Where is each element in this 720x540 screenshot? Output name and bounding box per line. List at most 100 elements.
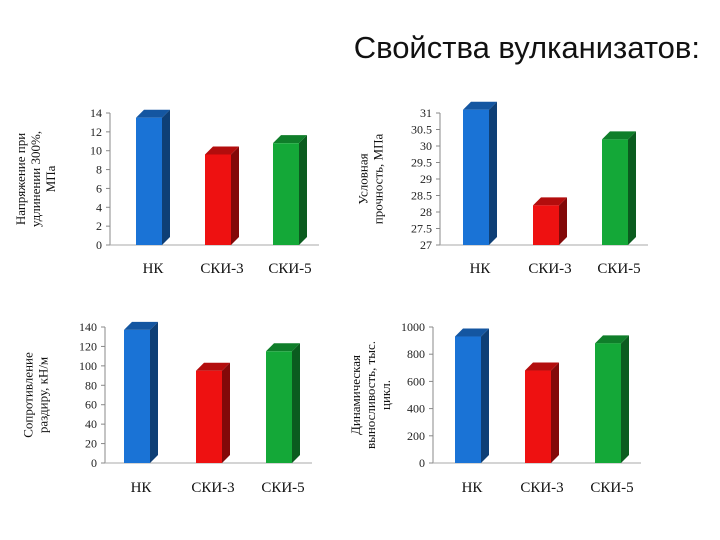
y-axis-label: Сопротивлениераздиру, кН/м <box>21 352 51 438</box>
y-tick-label: 140 <box>79 320 97 334</box>
y-axis-label-line: Условная <box>356 153 371 204</box>
y-tick-label: 27.5 <box>411 222 432 236</box>
y-tick-label: 120 <box>79 339 97 353</box>
bar-top <box>602 131 636 140</box>
y-tick-label: 30 <box>420 139 432 153</box>
y-tick-label: 1000 <box>401 320 425 334</box>
bar-front <box>525 370 551 463</box>
category-label: СКИ-3 <box>520 480 563 496</box>
y-axis-label-line: Напряжение при <box>13 133 28 225</box>
y-axis-label: Динамическаявыносливость, тыс.цикл. <box>348 341 393 449</box>
y-tick-label: 29 <box>420 172 432 186</box>
bar-top <box>196 362 230 371</box>
y-tick-label: 800 <box>407 347 425 361</box>
y-tick-label: 100 <box>79 359 97 373</box>
bar-front <box>273 143 299 245</box>
bar-СКИ-5 <box>595 335 629 463</box>
bar-side <box>150 321 158 463</box>
bar-front <box>196 370 222 463</box>
bar-front <box>602 139 628 245</box>
bar-top <box>266 343 300 352</box>
bar-top <box>595 335 629 344</box>
y-tick-label: 29.5 <box>411 156 432 170</box>
bar-side <box>489 101 497 245</box>
y-tick-label: 10 <box>90 144 102 158</box>
y-tick-label: 20 <box>85 437 97 451</box>
y-axis-label-line: МПа <box>43 165 58 192</box>
bar-side <box>559 197 567 245</box>
y-axis-label-line: раздиру, кН/м <box>36 357 51 433</box>
bar-side <box>222 362 230 463</box>
slide-title: Свойства вулканизатов: <box>353 30 700 65</box>
y-tick-label: 0 <box>419 456 425 470</box>
bar-СКИ-5 <box>273 135 307 245</box>
y-tick-label: 14 <box>90 106 102 120</box>
y-tick-label: 31 <box>420 106 432 120</box>
y-tick-label: 28 <box>420 205 432 219</box>
bar-top <box>136 109 170 118</box>
bar-НК <box>463 101 497 245</box>
y-tick-label: 2 <box>96 219 102 233</box>
category-label: НК <box>131 480 153 496</box>
category-label: СКИ-5 <box>268 261 311 277</box>
bar-side <box>481 328 489 463</box>
chart-tensile-modulus: 0 2 4 6 8 10 12 14 НК СКИ-3 СКИ-5 Напряжение приудл… <box>13 106 319 277</box>
bar-side <box>621 335 629 463</box>
bar-front <box>455 336 481 463</box>
y-axis-label-line: удлинении 300%, <box>28 131 43 227</box>
bar-front <box>136 117 162 245</box>
bar-СКИ-3 <box>525 362 559 463</box>
chart-fatigue-endurance: 0 200 400 600 800 1000 НК СКИ-3 СКИ-5 Динамическа… <box>348 320 641 496</box>
y-tick-label: 60 <box>85 398 97 412</box>
category-label: СКИ-3 <box>200 261 243 277</box>
y-tick-label: 200 <box>407 429 425 443</box>
bar-НК <box>136 109 170 245</box>
bar-СКИ-5 <box>602 131 636 245</box>
y-tick-label: 27 <box>420 238 432 252</box>
chart-tear-resistance: 0 20 40 60 80 100 120 140 НК СКИ-3 СКИ-5 Сопротивле… <box>21 320 312 496</box>
y-tick-label: 8 <box>96 163 102 177</box>
bar-НК <box>124 321 158 463</box>
bar-СКИ-3 <box>205 146 239 245</box>
bar-top <box>525 362 559 371</box>
y-tick-label: 80 <box>85 378 97 392</box>
y-tick-label: 0 <box>91 456 97 470</box>
bar-top <box>124 321 158 330</box>
y-axis-label: Условнаяпрочность, МПа <box>356 134 386 225</box>
y-tick-label: 0 <box>96 238 102 252</box>
y-axis-label-line: Динамическая <box>348 355 363 435</box>
category-label: СКИ-5 <box>597 261 640 277</box>
bar-top <box>533 197 567 206</box>
bar-НК <box>455 328 489 463</box>
y-axis-label: Напряжение приудлинении 300%,МПа <box>13 131 58 227</box>
y-tick-label: 12 <box>90 125 102 139</box>
bar-side <box>292 343 300 463</box>
y-tick-label: 30.5 <box>411 123 432 137</box>
bar-front <box>205 154 231 245</box>
chart-tensile-strength: 27 27.5 28 28.5 29 29.5 30 30.5 31 НК СКИ-3 СКИ-5 Ус… <box>356 101 648 277</box>
category-label: СКИ-3 <box>191 480 234 496</box>
bar-СКИ-3 <box>196 362 230 463</box>
y-axis-label-line: выносливость, тыс. <box>363 341 378 449</box>
bar-side <box>162 109 170 245</box>
y-tick-label: 600 <box>407 374 425 388</box>
y-tick-label: 400 <box>407 402 425 416</box>
y-axis-label-line: цикл. <box>378 380 393 410</box>
bar-side <box>299 135 307 245</box>
category-label: НК <box>462 480 484 496</box>
bar-front <box>595 343 621 463</box>
bar-front <box>124 329 150 463</box>
bar-top <box>205 146 239 155</box>
bar-front <box>533 205 559 245</box>
y-tick-label: 6 <box>96 181 102 195</box>
bar-front <box>463 109 489 245</box>
category-label: СКИ-3 <box>528 261 571 277</box>
y-axis-label-line: Сопротивление <box>21 352 36 438</box>
category-label: СКИ-5 <box>261 480 304 496</box>
category-label: НК <box>143 261 165 277</box>
bar-СКИ-3 <box>533 197 567 245</box>
bar-top <box>463 101 497 110</box>
y-tick-label: 40 <box>85 417 97 431</box>
bar-СКИ-5 <box>266 343 300 463</box>
